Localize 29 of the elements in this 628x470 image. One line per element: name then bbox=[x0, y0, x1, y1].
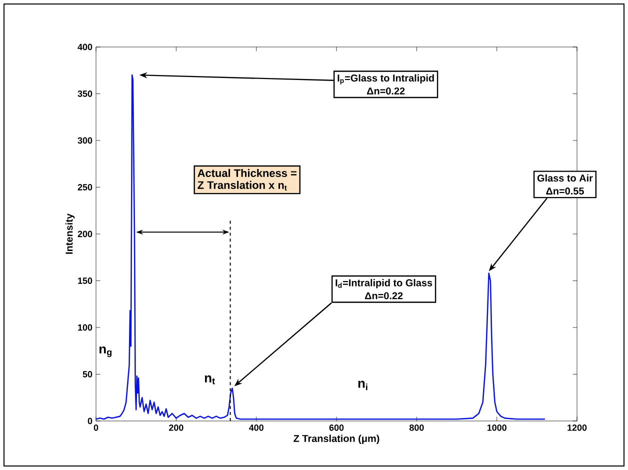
y-tick-label: 100 bbox=[78, 324, 92, 331]
y-tick-label: 150 bbox=[78, 278, 92, 284]
annotation: Δn=0.55 bbox=[546, 188, 584, 195]
annotation: Z Translation x n$_{t}$ bbox=[198, 180, 287, 191]
annotation: Actual Thickness = bbox=[198, 168, 296, 178]
x-tick-label: 1200 bbox=[568, 424, 587, 431]
annotation: I$_{d}$=Intralipid to Glass bbox=[336, 279, 432, 288]
x-tick-label: 1000 bbox=[487, 424, 506, 431]
annotation: Δn=0.22 bbox=[364, 292, 403, 300]
y-tick-label: 0 bbox=[88, 418, 92, 424]
annotation: Glass to Air bbox=[537, 174, 593, 182]
x-axis-title: Z Translation (μm) bbox=[294, 434, 380, 444]
y-tick-label: 250 bbox=[78, 184, 92, 190]
y-tick-label: 200 bbox=[78, 230, 92, 238]
annotation: Δn=0.22 bbox=[366, 87, 405, 95]
y-tick-label: 350 bbox=[78, 90, 92, 97]
y-axis-title: Intensity bbox=[65, 214, 75, 254]
x-tick-label: 400 bbox=[249, 424, 264, 431]
x-tick-label: 0 bbox=[94, 424, 98, 431]
annotation: n$_{t}$ bbox=[204, 375, 215, 384]
y-tick-label: 50 bbox=[82, 371, 92, 378]
annotation: n$_{g}$ bbox=[100, 346, 112, 358]
annotation: n$_{i}$ bbox=[358, 380, 368, 390]
x-tick-label: 800 bbox=[409, 424, 424, 431]
annotation: I$_{p}$=Glass to Intralipid bbox=[338, 74, 434, 84]
y-tick-label: 400 bbox=[78, 44, 92, 50]
x-tick-label: 200 bbox=[169, 424, 184, 431]
y-tick-label: 300 bbox=[78, 137, 92, 144]
x-tick-label: 600 bbox=[329, 424, 344, 431]
